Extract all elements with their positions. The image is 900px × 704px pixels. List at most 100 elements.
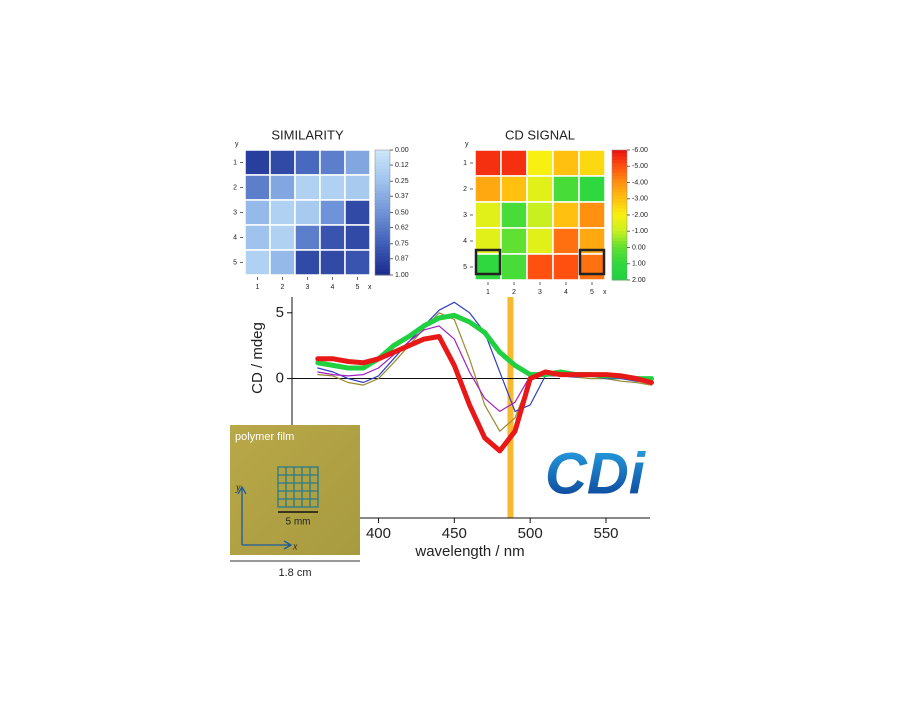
heatmap-cell [244, 174, 271, 201]
x-tick-label: 1 [486, 289, 490, 296]
scale-bar-label: 5 mm [286, 517, 311, 528]
colorbar-segment [612, 237, 627, 242]
colorbar-segment [375, 268, 390, 273]
heatmap-cell [552, 253, 580, 281]
colorbar-segment [375, 231, 390, 235]
colorbar-segment [375, 165, 390, 170]
heatmap-cell [344, 249, 371, 276]
heatmap-cell [269, 224, 296, 251]
y-tick-label: 2 [463, 186, 467, 193]
colorbar-tick-label: 0.12 [395, 162, 409, 169]
colorbar-segment [612, 153, 627, 157]
colorbar-segment [612, 270, 627, 274]
heatmap-cell [500, 227, 528, 255]
heatmap-cell [269, 199, 296, 226]
colorbar-segment [375, 187, 390, 192]
x-tick-label: 500 [518, 525, 543, 542]
colorbar-segment [375, 215, 390, 220]
heatmap-cell [294, 149, 321, 176]
x-tick-label: 3 [538, 289, 542, 296]
heatmap-cell [500, 175, 528, 203]
colorbar-segment [612, 215, 627, 219]
y-tick-label: 5 [276, 304, 284, 321]
colorbar-segment [375, 168, 390, 173]
heatmap-cell [344, 149, 371, 176]
electrode-grid [277, 466, 319, 508]
colorbar-segment [375, 271, 390, 276]
heatmap-cell [344, 224, 371, 251]
colorbar-segment [612, 205, 627, 209]
colorbar-segment [375, 153, 390, 157]
colorbar-segment [375, 196, 390, 201]
y-tick-label: 1 [463, 160, 467, 167]
colorbar-tick-label: 2.00 [632, 277, 646, 284]
colorbar-segment [375, 256, 390, 260]
heatmap-cell [319, 174, 346, 201]
heatmap-cell [474, 175, 502, 203]
heatmap-cell [500, 149, 528, 177]
heatmap-cell [244, 224, 271, 251]
colorbar-segment [612, 159, 627, 164]
x-tick-label: 4 [564, 289, 568, 296]
heatmap-cell [319, 224, 346, 251]
colorbar-segment [375, 253, 390, 257]
colorbar-segment [612, 179, 627, 183]
colorbar-segment [612, 231, 627, 235]
heatmap-cell [319, 149, 346, 176]
heatmap-cell [474, 253, 502, 281]
colorbar-segment [612, 192, 627, 196]
heatmap-cell [269, 174, 296, 201]
inset-axes [237, 485, 293, 550]
x-tick-label: 550 [593, 525, 618, 542]
highlight-box [578, 248, 606, 276]
colorbar-segment [375, 246, 390, 251]
inset: polymer film 5 mm y x 1.8 cm [230, 425, 360, 579]
colorbar-segment [612, 247, 627, 252]
heatmap-cell [578, 149, 606, 177]
colorbar-segment [612, 234, 627, 239]
colorbar-segment [375, 262, 390, 267]
colorbar-segment [375, 225, 390, 229]
heatmap-title: SIMILARITY [271, 127, 344, 142]
heatmap-title: CD SIGNAL [505, 127, 575, 142]
heatmap-cell [294, 224, 321, 251]
colorbar-segment [375, 209, 390, 213]
heatmap-cell [552, 201, 580, 229]
y-tick-label: 5 [233, 259, 237, 266]
colorbar-segment [375, 178, 390, 182]
colorbar-segment [612, 241, 627, 245]
colorbar-segment [375, 156, 390, 160]
colorbar-segment [612, 224, 627, 229]
x-axis-label: x [603, 289, 607, 296]
heatmap-cell [344, 174, 371, 201]
heatmap-cell [552, 175, 580, 203]
x-axis-label: wavelength / nm [414, 543, 524, 560]
colorbar-tick-label: 0.00 [395, 147, 409, 154]
y-tick-label: 1 [233, 159, 237, 166]
colorbar-segment [612, 254, 627, 258]
colorbar-segment [612, 208, 627, 213]
heatmap-cell [244, 199, 271, 226]
y-tick-label: 5 [463, 264, 467, 271]
heatmap-cell [526, 149, 554, 177]
heatmap-cell [269, 249, 296, 276]
colorbar-segment [612, 218, 627, 222]
logo: CDi [545, 441, 647, 506]
colorbar-segment [612, 172, 627, 177]
colorbar-tick-label: -4.00 [632, 179, 648, 186]
x-tick-label: 5 [356, 284, 360, 291]
heatmap-cell [269, 149, 296, 176]
colorbar-tick-label: -3.00 [632, 196, 648, 203]
heatmap-cell [552, 149, 580, 177]
colorbar-segment [375, 212, 390, 217]
colorbar-segment [375, 250, 390, 254]
x-tick-label: 450 [442, 525, 467, 542]
inset-axis-y: y [235, 482, 241, 493]
colorbar-segment [612, 169, 627, 174]
heatmap-cell [474, 201, 502, 229]
heatmap-cell [526, 201, 554, 229]
colorbar-segment [375, 162, 390, 167]
colorbar-tick-label: 0.75 [395, 241, 409, 248]
colorbar-segment [612, 250, 627, 255]
